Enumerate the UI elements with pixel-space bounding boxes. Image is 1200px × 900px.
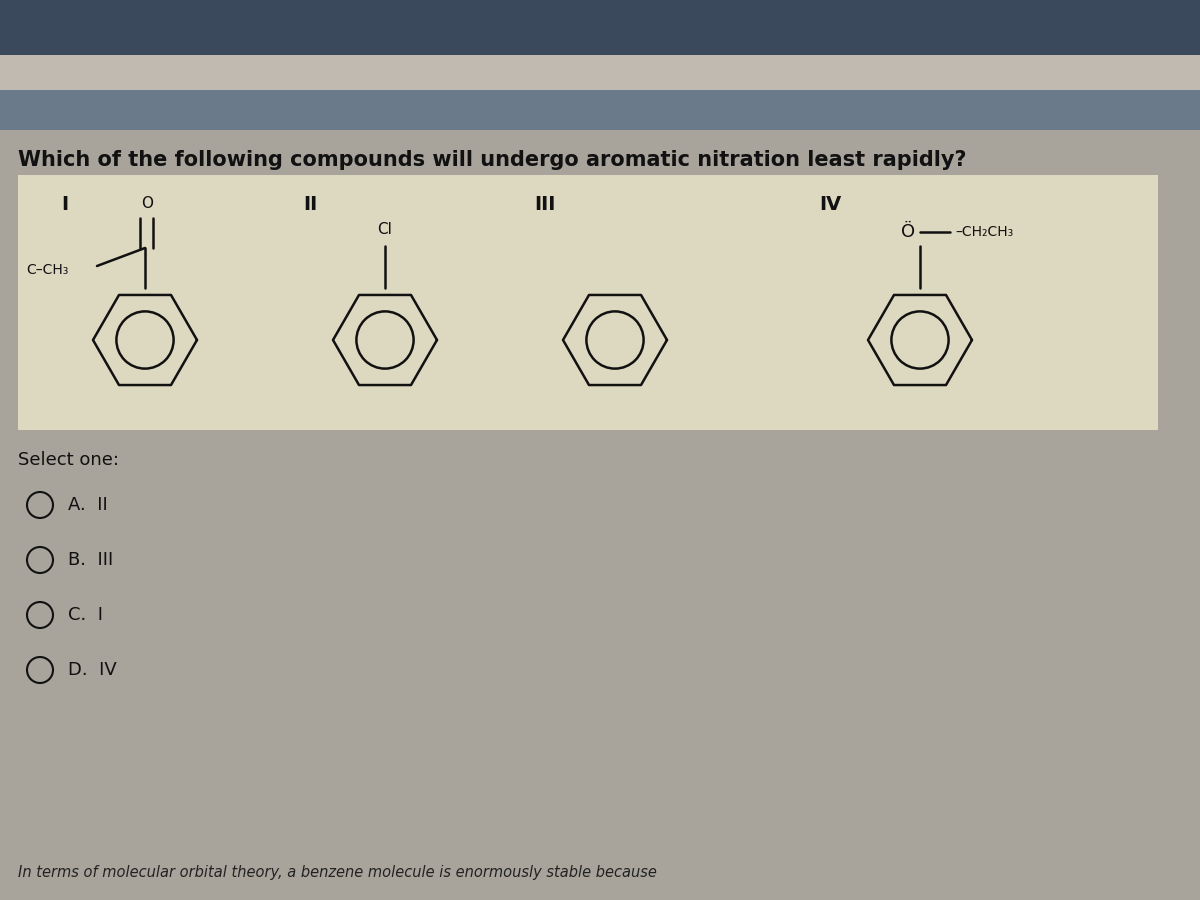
Bar: [0, 90, 1200, 130]
Text: IV: IV: [818, 195, 841, 214]
Text: C–CH₃: C–CH₃: [26, 263, 70, 277]
Text: Which of the following compounds will undergo aromatic nitration least rapidly?: Which of the following compounds will un…: [18, 150, 966, 170]
Text: –CH₂CH₃: –CH₂CH₃: [955, 225, 1013, 239]
Text: C.  I: C. I: [68, 606, 103, 624]
Text: II: II: [302, 195, 317, 214]
Text: I: I: [61, 195, 68, 214]
Text: B.  III: B. III: [68, 551, 113, 569]
Bar: [0, 130, 1200, 900]
Text: In terms of molecular orbital theory, a benzene molecule is enormously stable be: In terms of molecular orbital theory, a …: [18, 865, 656, 879]
Text: O: O: [142, 196, 154, 211]
Text: Select one:: Select one:: [18, 451, 119, 469]
Text: Ö: Ö: [901, 223, 916, 241]
FancyBboxPatch shape: [18, 175, 1158, 430]
Text: III: III: [534, 195, 556, 214]
Bar: [0, 0, 1200, 55]
Bar: [0, 55, 1200, 90]
Text: D.  IV: D. IV: [68, 661, 116, 679]
Text: A.  II: A. II: [68, 496, 108, 514]
Text: Cl: Cl: [378, 222, 392, 238]
